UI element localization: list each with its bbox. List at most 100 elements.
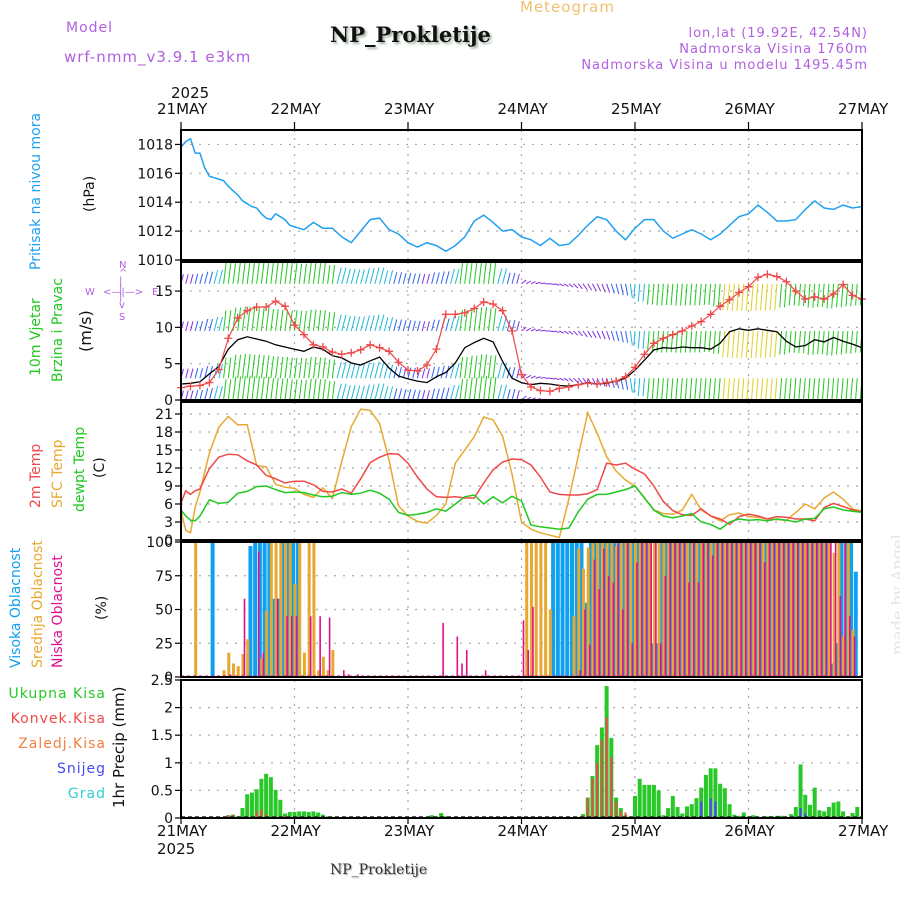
wind-barb: [803, 378, 806, 400]
wind-barb: [591, 330, 597, 339]
wind-barb: [845, 283, 849, 307]
cloud-low-bar: [598, 589, 600, 677]
cloud-high-bar: [584, 602, 589, 677]
wind-barb: [684, 283, 688, 306]
convective-rain-bar: [255, 811, 258, 818]
total-rain-bar: [259, 778, 264, 818]
cloud-low-bar: [763, 562, 766, 677]
wind-barb: [769, 283, 773, 311]
cloud-high-bar: [787, 542, 792, 677]
cloud-mid-bar: [842, 636, 846, 677]
cloud-high-bar: [853, 571, 858, 677]
cloud-mid-bar: [615, 546, 619, 677]
wind-barb: [208, 318, 213, 332]
wind-barb: [845, 378, 849, 400]
wind-barb: [327, 264, 331, 284]
wind-barb: [680, 283, 683, 306]
wind-barb: [407, 320, 412, 332]
total-rain-bar: [703, 774, 708, 818]
wind-barb: [769, 378, 773, 400]
wind-barb: [246, 375, 251, 400]
wind-barb: [270, 262, 274, 284]
wind-barb: [289, 263, 293, 284]
cloud-low-bar: [744, 542, 747, 677]
total-rain-bar: [722, 788, 727, 818]
wind-barb: [346, 268, 351, 284]
wind-barb: [695, 399, 697, 400]
wind-gust-marker: [621, 372, 630, 381]
wind-barb: [675, 378, 679, 400]
cloud-mid-bar: [529, 542, 533, 677]
wind-barb: [610, 378, 615, 389]
cloud-mid-bar: [539, 542, 543, 677]
cloud-mid-bar: [775, 542, 779, 677]
wind-barb: [468, 262, 473, 284]
wind-gust-marker: [820, 295, 829, 304]
wind-barb: [312, 356, 317, 379]
wind-barb: [675, 283, 679, 306]
wind-barb: [549, 283, 555, 286]
cloud-mid-bar: [832, 552, 836, 677]
cloud-high-bar: [555, 542, 560, 677]
cloud-high-bar: [749, 542, 754, 677]
wind-barb: [831, 283, 835, 309]
wind-barb: [369, 268, 375, 284]
wind-barb: [331, 359, 336, 379]
wind-barb: [341, 267, 347, 284]
wind-barb: [435, 388, 440, 400]
wind-barb: [762, 399, 763, 400]
wind-barb: [483, 376, 488, 400]
snow-bar: [714, 801, 717, 818]
wind-barb: [492, 377, 497, 400]
wind-barb: [218, 364, 223, 379]
total-rain-bar: [855, 806, 860, 818]
wind-barb: [835, 330, 839, 355]
wind-barb: [812, 283, 816, 308]
wind-barb: [364, 384, 370, 400]
cloud-high-bar: [631, 542, 636, 677]
wind-barb: [421, 368, 426, 379]
total-rain-bar: [249, 792, 254, 818]
wind-barb: [331, 264, 336, 284]
cloud-mid-bar: [232, 663, 236, 677]
wind-barb: [341, 314, 347, 332]
wind-barb: [601, 330, 606, 340]
wind-barb: [835, 283, 839, 308]
total-rain-bar: [273, 789, 278, 818]
wind-gust-marker: [526, 382, 535, 391]
y-tick-label: 0.5: [151, 783, 173, 799]
wind-barb: [393, 272, 398, 284]
wind-gust-marker: [725, 295, 734, 304]
cloud-mid-bar: [241, 654, 245, 677]
cloud-mid-bar: [194, 542, 198, 677]
wind-barb: [223, 357, 227, 379]
cloud-low-bar: [347, 674, 350, 677]
total-rain-bar: [779, 815, 784, 818]
wind-barb: [317, 263, 322, 284]
wind-barb: [637, 330, 641, 349]
wind-barb: [620, 283, 624, 296]
wind-barb: [817, 378, 820, 400]
cloud-mid-bar: [700, 542, 704, 677]
wind-barb: [774, 283, 778, 311]
wind-barb: [303, 379, 307, 400]
cloud-high-bar: [617, 542, 622, 677]
cloud-high-bar: [570, 542, 575, 677]
wind-gust-marker: [545, 387, 554, 396]
wind-barb: [445, 271, 450, 284]
total-rain-bar: [651, 784, 656, 818]
cloud-high-bar: [711, 542, 716, 677]
wind-barb: [651, 330, 655, 352]
wind-barb: [525, 280, 532, 285]
wind-barb: [647, 283, 650, 305]
wind-barb: [736, 283, 740, 311]
wind-barb: [596, 330, 602, 339]
wind-barb: [642, 283, 645, 302]
wind-barb: [743, 399, 744, 400]
compass-n: N: [119, 260, 127, 271]
wind-barb: [587, 330, 593, 338]
wind-barb: [346, 363, 351, 379]
wind-gust-marker: [394, 358, 403, 367]
wind-barb: [402, 367, 407, 379]
wind-barb: [241, 262, 246, 284]
